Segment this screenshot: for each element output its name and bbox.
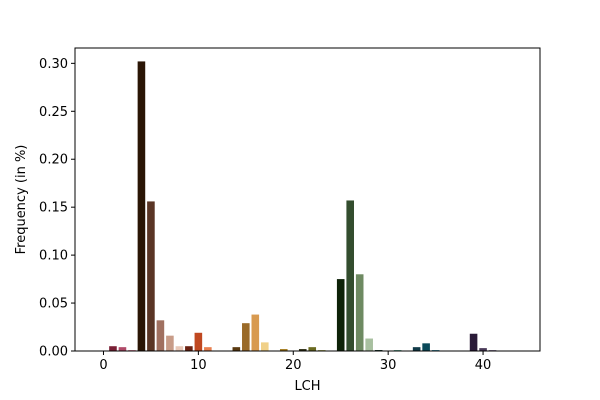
bar-lch-10: [194, 332, 203, 351]
plot-frame: [74, 47, 541, 352]
bar-lch-6: [156, 320, 165, 351]
bars: [109, 61, 497, 352]
x-tick-label: 0: [99, 358, 107, 373]
bar-lch-5: [147, 201, 155, 351]
bar-lch-14: [232, 347, 241, 351]
y-axis-label: Frequency (in %): [14, 145, 29, 255]
bar-lch-11: [204, 347, 212, 351]
bar-lch-28: [365, 338, 373, 351]
x-tick-label: 10: [190, 358, 207, 373]
y-tick-label: 0.20: [39, 153, 68, 168]
bar-lch-22: [308, 347, 317, 351]
bar-lch-8: [175, 346, 184, 351]
bar-lch-39: [469, 333, 478, 351]
bar-lch-16: [251, 314, 260, 351]
bar-lch-40: [479, 348, 487, 351]
bar-lch-19: [279, 349, 288, 351]
y-tick-label: 0.00: [39, 345, 68, 360]
x-tick-label: 40: [475, 358, 492, 373]
bar-lch-9: [185, 346, 193, 351]
bar-lch-21: [298, 349, 307, 351]
x-axis: 0 10 20 30 40: [99, 351, 491, 373]
x-axis-label: LCH: [294, 379, 320, 394]
x-tick-label: 30: [380, 358, 397, 373]
y-tick-label: 0.10: [39, 249, 68, 264]
bar-lch-17: [261, 342, 269, 351]
y-tick-label: 0.15: [39, 201, 68, 216]
bar-lch-4: [137, 61, 146, 352]
y-axis: 0.00 0.05 0.10 0.15 0.20 0.25 0.30: [39, 57, 75, 360]
bar-lch-1: [109, 346, 117, 351]
bar-lch-33: [412, 347, 421, 351]
bar-lch-26: [346, 200, 354, 351]
bar-lch-25: [336, 279, 345, 351]
bar-lch-27: [355, 274, 364, 351]
bar-lch-2: [118, 347, 127, 351]
bar-lch-7: [166, 335, 174, 351]
y-tick-label: 0.30: [39, 57, 68, 72]
bar-lch-34: [422, 343, 430, 351]
bar-lch-15: [242, 323, 250, 351]
y-tick-label: 0.05: [39, 297, 68, 312]
y-tick-label: 0.25: [39, 105, 68, 120]
x-tick-label: 20: [285, 358, 302, 373]
